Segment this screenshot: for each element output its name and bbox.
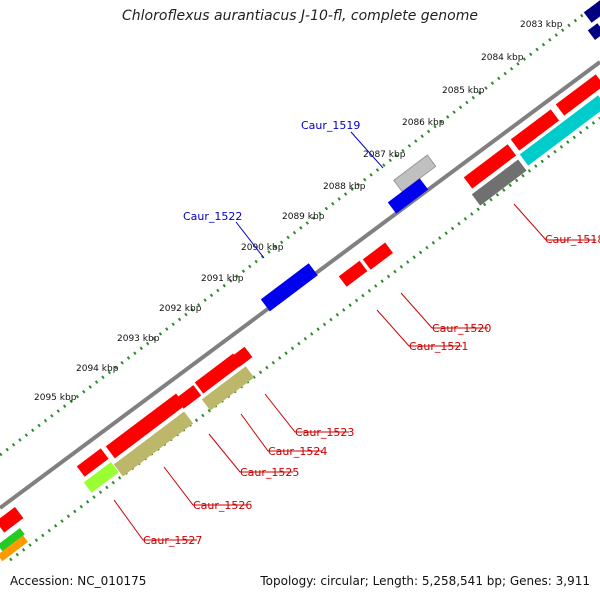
kbp-label-2086: 2086 kbp bbox=[402, 118, 445, 128]
caur-1525-callout bbox=[208, 433, 293, 473]
gene-caur-1518-red-c[interactable] bbox=[555, 74, 600, 116]
caur-1521-callout bbox=[376, 309, 462, 347]
gene-caur-1520-feature[interactable] bbox=[362, 242, 393, 270]
gene-labels: Caur_1519 Caur_1522 Caur_1518 Caur_1520 … bbox=[143, 119, 600, 547]
callout-lines bbox=[113, 131, 596, 541]
gene-caur-1518-cyan[interactable] bbox=[519, 95, 600, 166]
gene-label-caur-1519[interactable]: Caur_1519 bbox=[301, 119, 360, 132]
gene-left-orange[interactable] bbox=[0, 535, 28, 562]
gene-label-caur-1527[interactable]: Caur_1527 bbox=[143, 534, 202, 547]
caur-1519-callout bbox=[350, 131, 384, 169]
gene-label-caur-1521[interactable]: Caur_1521 bbox=[409, 340, 468, 353]
gene-label-caur-1526[interactable]: Caur_1526 bbox=[193, 499, 252, 512]
caur-1518-callout bbox=[513, 203, 596, 241]
gene-caur-1518-red-b[interactable] bbox=[510, 109, 560, 151]
gene-caur-1526-khaki[interactable] bbox=[113, 411, 194, 477]
gene-left-green[interactable] bbox=[0, 527, 25, 552]
gene-label-caur-1523[interactable]: Caur_1523 bbox=[295, 426, 354, 439]
kbp-label-2088: 2088 kbp bbox=[323, 182, 366, 192]
kbp-label-2095: 2095 kbp bbox=[34, 393, 77, 403]
kbp-label-2093: 2093 kbp bbox=[117, 334, 160, 344]
kbp-label-2091: 2091 kbp bbox=[201, 274, 244, 284]
caur-1522-callout bbox=[235, 221, 265, 259]
gene-caur-1527-lime[interactable] bbox=[83, 461, 119, 493]
caur-1523-callout bbox=[264, 393, 349, 433]
caur-1526-callout bbox=[163, 466, 246, 506]
kbp-label-2090: 2090 kbp bbox=[241, 243, 284, 253]
gene-left-red[interactable] bbox=[0, 506, 24, 533]
gene-label-caur-1522[interactable]: Caur_1522 bbox=[183, 210, 242, 223]
inner-tick-track bbox=[9, 116, 600, 562]
kbp-label-2084: 2084 kbp bbox=[481, 53, 524, 63]
gene-caur-1518-gray[interactable] bbox=[471, 159, 527, 206]
genome-summary: Topology: circular; Length: 5,258,541 bp… bbox=[260, 574, 590, 588]
gene-label-caur-1520[interactable]: Caur_1520 bbox=[432, 322, 491, 335]
gene-blue-feature[interactable] bbox=[387, 178, 429, 214]
kbp-label-2085: 2085 kbp bbox=[442, 86, 485, 96]
inner-strand-features bbox=[0, 74, 600, 562]
gene-label-caur-1518[interactable]: Caur_1518 bbox=[545, 233, 600, 246]
gene-navy-feature[interactable] bbox=[583, 0, 600, 23]
kbp-label-2094: 2094 kbp bbox=[76, 364, 119, 374]
caur-1524-callout bbox=[240, 413, 322, 452]
gene-caur-1524-khaki[interactable] bbox=[201, 366, 255, 411]
map-title: Chloroflexus aurantiacus J-10-fl, comple… bbox=[122, 8, 478, 24]
gene-caur-1522-feature[interactable] bbox=[260, 263, 318, 312]
gene-caur-1527-red[interactable] bbox=[76, 448, 109, 477]
outer-strand-features bbox=[260, 0, 600, 312]
gene-caur-1526-red[interactable] bbox=[105, 393, 186, 459]
accession-label: Accession: NC_010175 bbox=[10, 574, 147, 588]
gene-navy-feature-2[interactable] bbox=[587, 23, 600, 40]
gene-label-caur-1525[interactable]: Caur_1525 bbox=[240, 466, 299, 479]
kbp-labels: 2083 kbp 2084 kbp 2085 kbp 2086 kbp 2087… bbox=[34, 20, 563, 403]
kbp-label-2092: 2092 kbp bbox=[159, 304, 202, 314]
kbp-label-2089: 2089 kbp bbox=[282, 212, 325, 222]
kbp-label-2087: 2087 kbp bbox=[363, 150, 406, 160]
kbp-label-2083: 2083 kbp bbox=[520, 20, 563, 30]
gene-caur-1521-feature[interactable] bbox=[338, 260, 368, 287]
outer-tick-track bbox=[0, 6, 593, 457]
gene-label-caur-1524[interactable]: Caur_1524 bbox=[268, 445, 327, 458]
gene-caur-1518-red-a[interactable] bbox=[463, 144, 517, 189]
caur-1527-callout bbox=[113, 499, 197, 541]
gene-caur-1524-feature[interactable] bbox=[194, 353, 242, 394]
caur-1520-callout bbox=[400, 292, 488, 329]
